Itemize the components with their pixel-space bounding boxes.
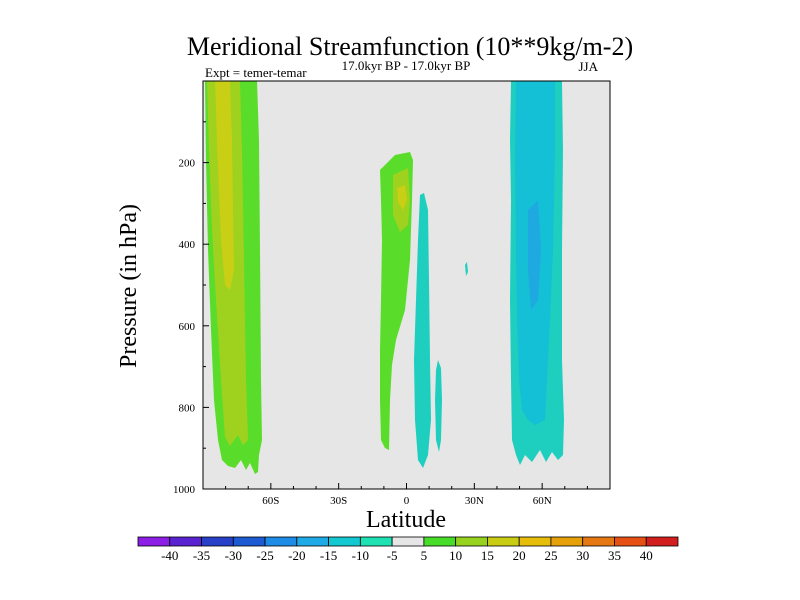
- colorbar-label: 25: [544, 548, 557, 563]
- colorbar-swatch: [487, 536, 520, 547]
- colorbar-label: -35: [193, 548, 210, 563]
- experiment-label: Expt = temer-temar: [205, 65, 307, 80]
- y-tick-label: 1000: [173, 484, 196, 496]
- x-tick-label: 60S: [262, 495, 279, 507]
- colorbar-swatch: [645, 536, 679, 547]
- equatorial-neg-small-cell: [435, 360, 442, 452]
- colorbar-swatch: [232, 536, 266, 547]
- y-axis-label: Pressure (in hPa): [116, 204, 142, 368]
- chart-title: Meridional Streamfunction (10**9kg/m-2): [187, 32, 633, 61]
- colorbar-swatch: [169, 536, 202, 547]
- time-range-label: 17.0kyr BP - 17.0kyr BP: [342, 58, 471, 73]
- season-label: JJA: [578, 59, 598, 74]
- x-tick-label: 30S: [330, 495, 347, 507]
- x-axis: 60S 30S 0 30N 60N: [225, 483, 588, 507]
- colorbar-label: -40: [161, 548, 178, 563]
- equatorial-cell-15to20: [397, 185, 407, 210]
- colorbar-swatch: [582, 536, 615, 547]
- y-tick-label: 800: [179, 402, 196, 414]
- colorbar-swatch: [137, 536, 171, 547]
- colorbar-swatch: [550, 536, 584, 547]
- colorbar-swatch: [328, 536, 361, 547]
- colorbar-swatch: [201, 536, 234, 547]
- plot-area: [202, 80, 611, 490]
- colorbar-swatch: [423, 536, 457, 547]
- colorbar: -40 -35 -30 -25 -20 -15 -10 -5 5 10 15 20 25 30 35 40: [137, 536, 679, 563]
- colorbar-label: -15: [320, 548, 337, 563]
- colorbar-label: -30: [225, 548, 242, 563]
- colorbar-label: -5: [387, 548, 398, 563]
- y-tick-label: 400: [179, 239, 196, 251]
- colorbar-swatch: [359, 536, 393, 547]
- colorbar-label: 30: [576, 548, 589, 563]
- x-axis-label: Latitude: [366, 507, 446, 533]
- colorbar-label: 40: [640, 548, 653, 563]
- colorbar-label: -25: [256, 548, 273, 563]
- y-tick-label: 600: [179, 321, 196, 333]
- colorbar-swatch: [518, 536, 552, 547]
- y-tick-label: 200: [179, 158, 196, 170]
- colorbar-swatch: [455, 536, 488, 547]
- southern-cell-15to20: [215, 81, 234, 290]
- colorbar-label: -20: [288, 548, 305, 563]
- x-tick-label: 60N: [533, 495, 552, 507]
- colorbar-label: 20: [513, 548, 526, 563]
- northern-cell-15to20: [528, 200, 541, 310]
- equatorial-neg-tiny-cell: [465, 262, 468, 276]
- colorbar-swatch: [264, 536, 298, 547]
- x-tick-label: 30N: [465, 495, 484, 507]
- colorbar-swatch: [391, 536, 425, 547]
- colorbar-label: 35: [608, 548, 621, 563]
- colorbar-label: 15: [481, 548, 494, 563]
- colorbar-label: -10: [352, 548, 369, 563]
- y-axis: 200 400 600 800 1000: [173, 121, 209, 496]
- equatorial-neg-cell: [414, 193, 431, 468]
- colorbar-label: 10: [449, 548, 462, 563]
- colorbar-label: 5: [421, 548, 428, 563]
- colorbar-swatch: [614, 536, 647, 547]
- x-tick-label: 0: [404, 495, 410, 507]
- colorbar-swatch: [296, 536, 329, 547]
